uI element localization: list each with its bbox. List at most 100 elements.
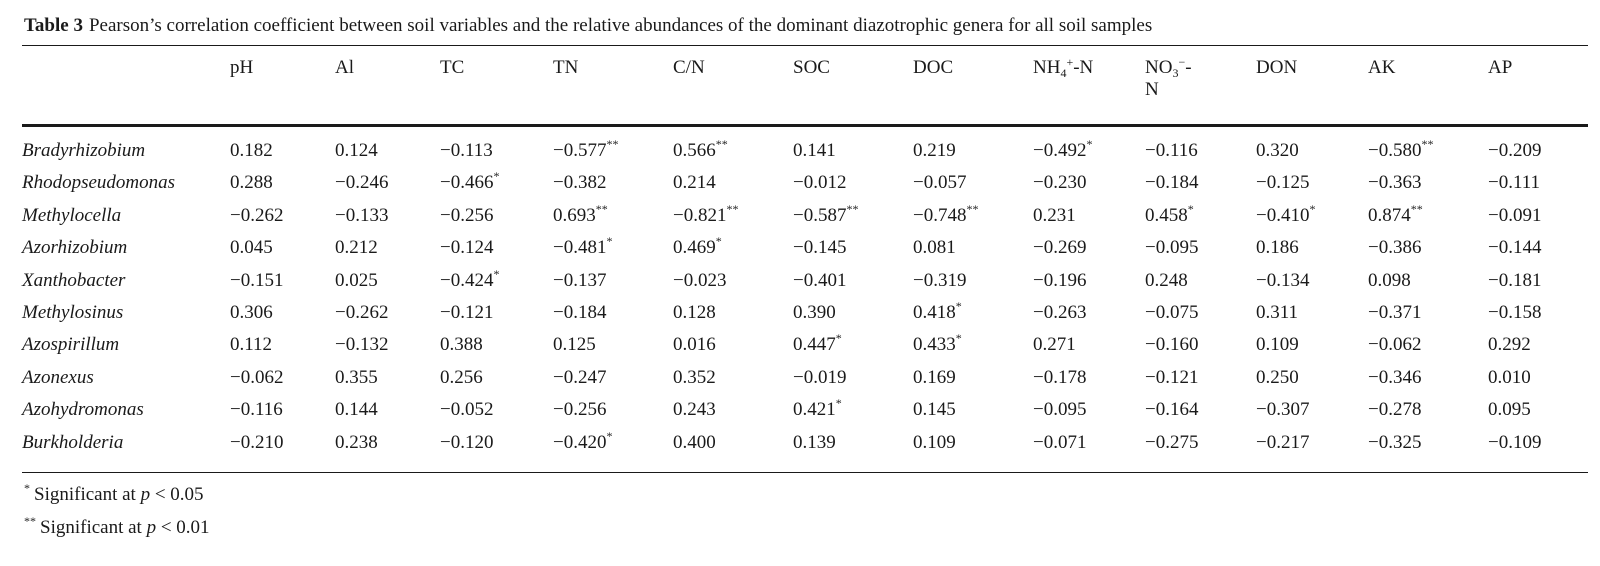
correlation-value: −0.132 bbox=[335, 334, 389, 356]
correlation-value: −0.363 bbox=[1368, 172, 1422, 194]
table-body: Bradyrhizobium 0.182 0.124 −0.113 −0.577** 0.… bbox=[22, 137, 1588, 464]
correlation-cell: −0.019 bbox=[793, 367, 913, 399]
correlation-cell: −0.095 bbox=[1033, 399, 1145, 431]
correlation-cell: −0.052 bbox=[440, 399, 553, 431]
correlation-value: −0.178 bbox=[1033, 366, 1087, 388]
correlation-value: 0.355 bbox=[335, 366, 378, 388]
correlation-value: −0.121 bbox=[1145, 366, 1199, 388]
significance-mark: * bbox=[1309, 201, 1316, 216]
correlation-cell: 0.421* bbox=[793, 396, 913, 431]
correlation-value: −0.210 bbox=[230, 431, 284, 453]
table-rows: Bradyrhizobium 0.182 0.124 −0.113 −0.577** 0.… bbox=[22, 137, 1588, 464]
correlation-value: −0.319 bbox=[913, 269, 967, 291]
correlation-cell: −0.247 bbox=[553, 367, 673, 399]
footnote-threshold: < 0.05 bbox=[150, 484, 204, 505]
correlation-value: 0.288 bbox=[230, 172, 273, 194]
table-row: Burkholderia −0.210 0.238 −0.120 −0.420* 0.40… bbox=[22, 429, 1588, 464]
correlation-value: −0.121 bbox=[440, 301, 494, 323]
correlation-value: 0.320 bbox=[1256, 140, 1299, 161]
correlation-cell: 0.390 bbox=[793, 302, 913, 334]
header-cell-genus bbox=[22, 57, 230, 113]
header-cell-al: Al bbox=[335, 57, 354, 78]
correlation-value: 0.219 bbox=[913, 140, 956, 161]
correlation-value: −0.181 bbox=[1488, 269, 1542, 291]
correlation-cell: −0.386 bbox=[1368, 237, 1488, 269]
table-row: Xanthobacter −0.151 0.025 −0.424* −0.137 −0.0… bbox=[22, 267, 1588, 302]
correlation-value: 0.144 bbox=[335, 399, 378, 421]
correlation-value: 0.433 bbox=[913, 334, 956, 356]
correlation-value: 0.109 bbox=[913, 431, 956, 453]
correlation-value: 0.306 bbox=[230, 301, 273, 323]
correlation-cell: −0.184 bbox=[553, 302, 673, 334]
significance-mark: * bbox=[835, 331, 842, 346]
correlation-value: −0.071 bbox=[1033, 431, 1087, 453]
correlation-cell: −0.181 bbox=[1488, 270, 1588, 302]
footnote-variable: p bbox=[146, 517, 157, 538]
correlation-cell: 0.271 bbox=[1033, 334, 1145, 366]
correlation-cell: −0.091 bbox=[1488, 205, 1588, 237]
correlation-value: −0.109 bbox=[1488, 431, 1542, 453]
correlation-value: 0.128 bbox=[673, 301, 716, 323]
correlation-value: −0.821 bbox=[673, 204, 727, 226]
correlation-value: −0.217 bbox=[1256, 431, 1310, 453]
correlation-value: −0.144 bbox=[1488, 237, 1542, 259]
footnote-text: Significant at bbox=[40, 517, 147, 538]
genus-name: Azonexus bbox=[22, 366, 94, 388]
correlation-cell: −0.210 bbox=[230, 432, 335, 464]
correlation-value: −0.133 bbox=[335, 204, 389, 226]
footnote: ** Significant at p < 0.01 bbox=[24, 512, 210, 545]
correlation-value: −0.116 bbox=[230, 399, 283, 421]
correlation-cell: −0.262 bbox=[335, 302, 440, 334]
correlation-cell: −0.151 bbox=[230, 270, 335, 302]
correlation-value: −0.120 bbox=[440, 431, 494, 453]
correlation-cell: 0.288 bbox=[230, 172, 335, 204]
correlation-value: −0.095 bbox=[1033, 399, 1087, 421]
header-label-tail: -N bbox=[1073, 57, 1094, 78]
correlation-cell: −0.095 bbox=[1145, 237, 1256, 269]
correlation-cell: −0.577** bbox=[553, 137, 673, 172]
correlation-value: −0.263 bbox=[1033, 301, 1087, 323]
correlation-value: −0.113 bbox=[440, 140, 493, 161]
correlation-value: −0.062 bbox=[230, 366, 284, 388]
header-label-tail: - bbox=[1185, 57, 1192, 78]
correlation-cell: −0.420* bbox=[553, 429, 673, 464]
genus-name: Rhodopseudomonas bbox=[22, 172, 176, 194]
correlation-cell: −0.278 bbox=[1368, 399, 1488, 431]
header-rule bbox=[22, 124, 1588, 127]
correlation-value: −0.151 bbox=[230, 269, 284, 291]
correlation-value: 0.081 bbox=[913, 237, 956, 259]
header-label-base: NH bbox=[1033, 57, 1061, 78]
bottom-rule bbox=[22, 472, 1588, 473]
correlation-value: −0.095 bbox=[1145, 237, 1199, 259]
correlation-cell: 0.311 bbox=[1256, 302, 1368, 334]
header-label-superscript: + bbox=[1066, 55, 1074, 69]
correlation-cell: −0.134 bbox=[1256, 270, 1368, 302]
correlation-value: −0.196 bbox=[1033, 269, 1087, 291]
correlation-cell: −0.057 bbox=[913, 172, 1033, 204]
significance-mark: ** bbox=[966, 201, 979, 216]
correlation-cell: −0.401 bbox=[793, 270, 913, 302]
correlation-cell: 0.010 bbox=[1488, 367, 1588, 399]
table-row: Azonexus −0.062 0.355 0.256 −0.247 0.352 −0.01… bbox=[22, 367, 1588, 399]
correlation-cell: −0.424* bbox=[440, 267, 553, 302]
correlation-value: −0.307 bbox=[1256, 399, 1310, 421]
significance-mark: * bbox=[1187, 201, 1194, 216]
correlation-value: 0.292 bbox=[1488, 334, 1531, 356]
correlation-value: −0.125 bbox=[1256, 172, 1310, 194]
correlation-value: −0.386 bbox=[1368, 237, 1422, 259]
correlation-cell: 0.433* bbox=[913, 331, 1033, 366]
footnote-mark: * bbox=[24, 481, 30, 495]
correlation-cell: 0.025 bbox=[335, 270, 440, 302]
correlation-value: −0.184 bbox=[1145, 172, 1199, 194]
correlation-value: −0.577 bbox=[553, 140, 607, 161]
header-cell-don: DON bbox=[1256, 57, 1298, 78]
correlation-cell: −0.466* bbox=[440, 169, 553, 204]
correlation-cell: −0.230 bbox=[1033, 172, 1145, 204]
correlation-cell: 0.186 bbox=[1256, 237, 1368, 269]
correlation-cell: −0.587** bbox=[793, 202, 913, 237]
correlation-cell: −0.023 bbox=[673, 270, 793, 302]
correlation-cell: −0.116 bbox=[1145, 140, 1256, 172]
header-cell-no3-n: NO3−- N bbox=[1145, 56, 1256, 113]
table-row: Rhodopseudomonas 0.288 −0.246 −0.466* −0.382… bbox=[22, 169, 1588, 204]
header-label-base: NO bbox=[1145, 57, 1173, 78]
